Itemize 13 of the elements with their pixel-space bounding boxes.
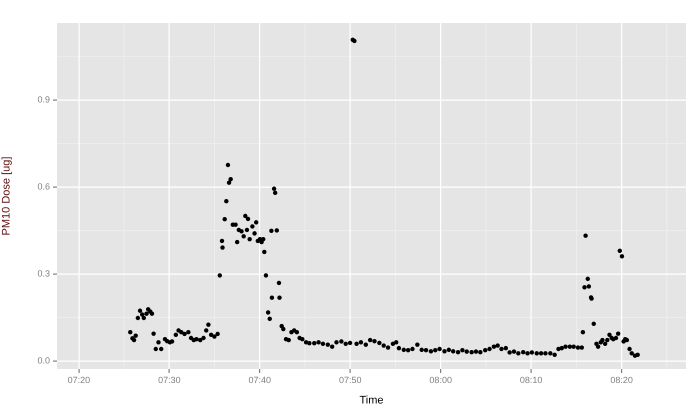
y-tick-label: 0.9: [37, 94, 50, 105]
x-tick-label: 08:00: [429, 374, 452, 385]
x-tick-label: 07:20: [68, 374, 90, 385]
x-tick-label: 08:20: [610, 374, 633, 385]
x-tick-label: 07:50: [338, 374, 362, 385]
x-tick-label: 08:10: [520, 374, 542, 385]
y-tick-label: 0.6: [37, 182, 50, 192]
x-tick-label: 07:30: [158, 374, 181, 385]
x-axis-title: Time: [359, 394, 384, 406]
x-tick-label: 07:40: [248, 374, 272, 385]
y-axis-title: PM10 Dose [ug]: [0, 156, 13, 236]
y-tick-label: 0.0: [37, 355, 50, 366]
y-tick-label: 0.3: [37, 268, 50, 278]
